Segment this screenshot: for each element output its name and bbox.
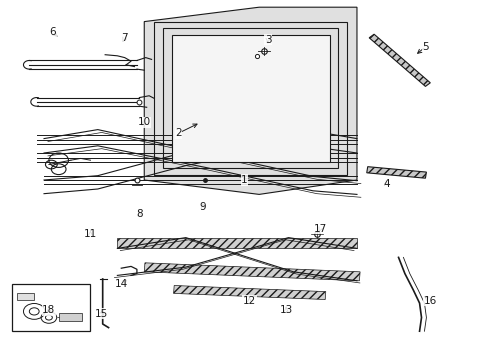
Text: 16: 16: [423, 296, 436, 306]
Text: 7: 7: [121, 33, 128, 43]
Text: 2: 2: [175, 128, 182, 138]
Bar: [12, 284, 90, 331]
Polygon shape: [144, 7, 356, 194]
Text: 4: 4: [382, 179, 389, 189]
Polygon shape: [117, 238, 356, 248]
Text: 9: 9: [199, 202, 206, 212]
Text: 15: 15: [95, 309, 108, 319]
Bar: [163, 28, 338, 168]
Text: 11: 11: [83, 229, 97, 239]
Polygon shape: [366, 167, 426, 178]
Text: 10: 10: [138, 117, 150, 127]
Text: 6: 6: [49, 27, 56, 37]
Polygon shape: [144, 263, 359, 281]
Text: 12: 12: [242, 296, 256, 306]
Text: 13: 13: [279, 305, 292, 315]
Polygon shape: [368, 34, 429, 86]
Bar: [171, 35, 329, 162]
Text: 5: 5: [421, 42, 428, 52]
Bar: [154, 22, 346, 175]
Text: 3: 3: [264, 35, 271, 45]
Bar: [17, 293, 34, 300]
Text: 8: 8: [136, 209, 142, 219]
Text: 17: 17: [313, 224, 326, 234]
Text: 1: 1: [241, 175, 247, 185]
Bar: [59, 313, 82, 321]
Text: 18: 18: [42, 305, 56, 315]
Text: 14: 14: [114, 279, 128, 289]
Polygon shape: [173, 285, 325, 300]
